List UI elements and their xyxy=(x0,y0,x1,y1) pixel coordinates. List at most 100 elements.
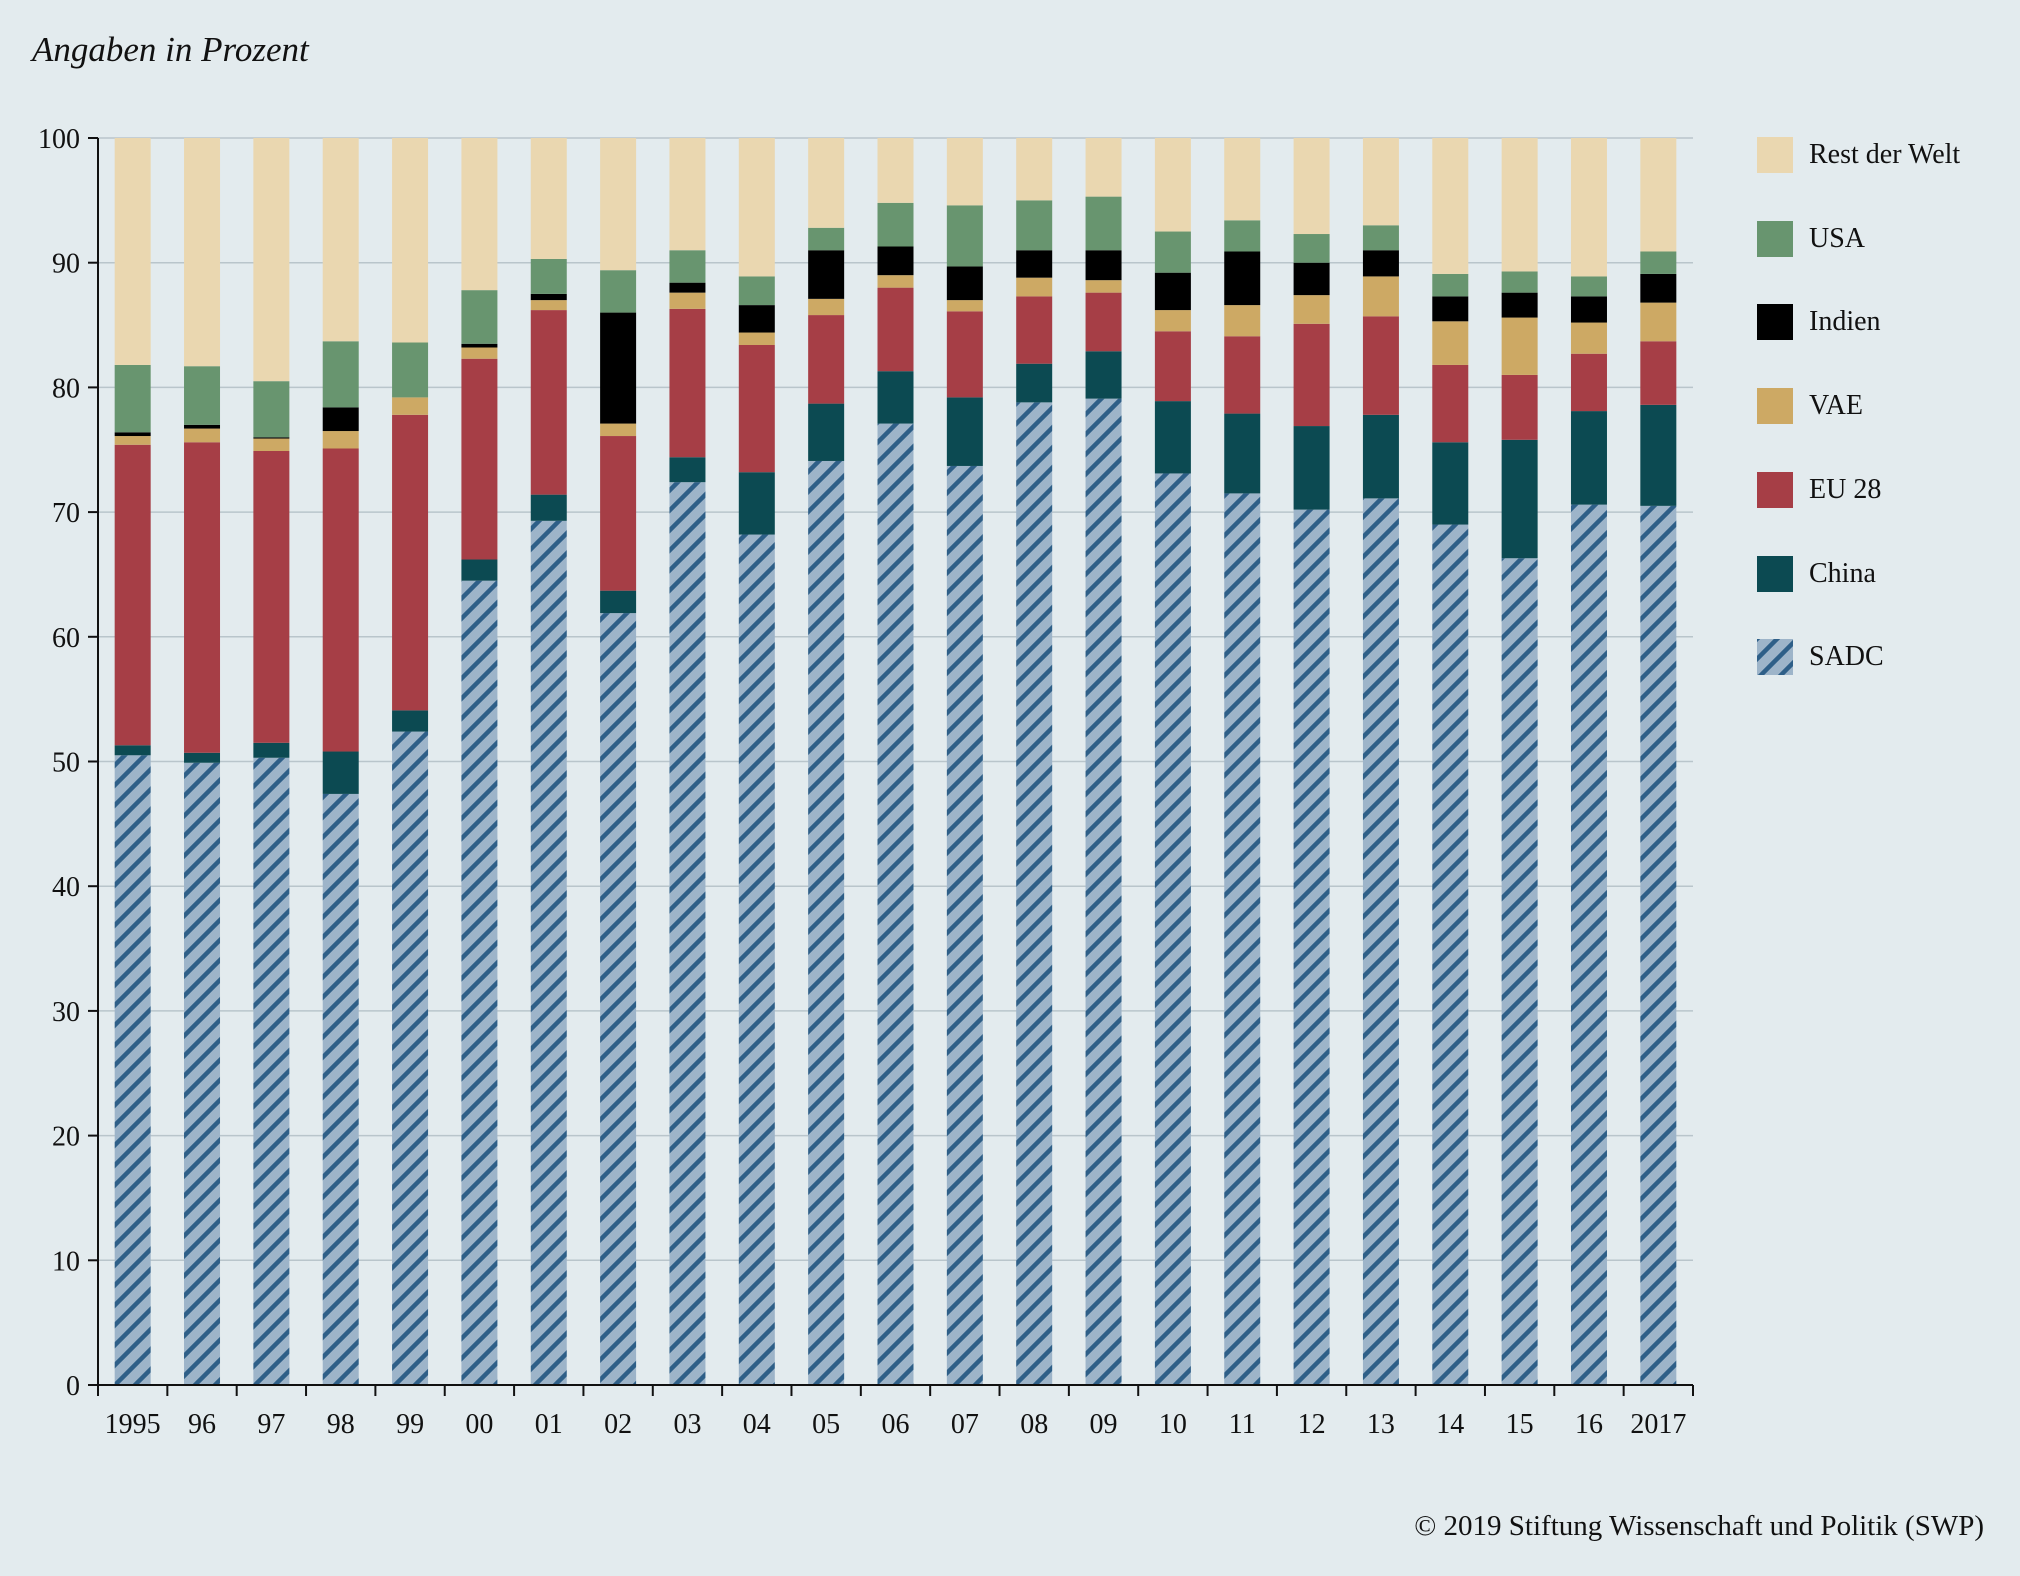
bar-segment-rest-der-welt xyxy=(1640,138,1677,252)
bar-segment-eu-28 xyxy=(1640,341,1677,405)
bar-segment-sadc xyxy=(1640,505,1677,1385)
bar-segment-china xyxy=(114,745,151,756)
bar-segment-rest-der-welt xyxy=(461,138,498,291)
bar-segment-sadc xyxy=(1293,509,1330,1386)
bar-segment-china xyxy=(1432,442,1469,525)
bar-segment-vae xyxy=(600,423,637,437)
bar-segment-vae xyxy=(877,275,914,288)
x-tick-label: 00 xyxy=(465,1409,493,1440)
bar-segment-eu-28 xyxy=(461,358,498,560)
bar-segment-rest-der-welt xyxy=(1085,138,1122,197)
y-tick-label: 70 xyxy=(52,498,80,529)
bar-segment-usa xyxy=(738,276,775,306)
bar-segment-indien xyxy=(738,305,775,333)
bar-segment-vae xyxy=(738,332,775,346)
bar-segment-eu-28 xyxy=(1501,374,1538,440)
bar-segment-sadc xyxy=(1085,398,1122,1385)
bar-segment-china xyxy=(253,742,290,758)
bar-segment-sadc xyxy=(738,534,775,1385)
bar-segment-rest-der-welt xyxy=(1501,138,1538,272)
bar-segment-vae xyxy=(114,436,151,445)
bar-segment-eu-28 xyxy=(600,436,637,591)
bar-segment-rest-der-welt xyxy=(184,138,221,367)
bar-segment-china xyxy=(808,403,845,461)
bar-segment-usa xyxy=(392,342,429,398)
bar-segment-vae xyxy=(1570,322,1607,354)
bar-segment-indien xyxy=(461,343,498,348)
bar-segment-eu-28 xyxy=(322,448,359,752)
bar-segment-rest-der-welt xyxy=(738,138,775,277)
bar-segment-indien xyxy=(1224,251,1261,306)
hatched-swatch xyxy=(1757,639,1793,676)
bar-segment-rest-der-welt xyxy=(1154,138,1191,232)
bar-segment-indien xyxy=(114,432,151,437)
bar-segment-usa xyxy=(1362,225,1399,251)
bar-segment-sadc xyxy=(1432,524,1469,1385)
bar-segment-vae xyxy=(461,347,498,359)
bar-segment-usa xyxy=(530,258,567,294)
copyright-note: © 2019 Stiftung Wissenschaft und Politik… xyxy=(1414,1510,1984,1542)
bar-segment-usa xyxy=(669,250,706,283)
bar-segment-rest-der-welt xyxy=(1293,138,1330,235)
bar-segment-usa xyxy=(1432,273,1469,297)
x-tick-label: 04 xyxy=(743,1409,771,1440)
bar-segment-sadc xyxy=(808,460,845,1385)
legend-label: USA xyxy=(1809,222,1866,254)
bar-segment-china xyxy=(600,590,637,614)
solid-swatch xyxy=(1757,555,1793,592)
y-tick-label: 80 xyxy=(52,373,80,404)
bar-segment-vae xyxy=(392,397,429,415)
bar-segment-sadc xyxy=(600,613,637,1385)
bar-segment-sadc xyxy=(1016,402,1053,1385)
bar-segment-eu-28 xyxy=(253,450,290,743)
x-tick-label: 09 xyxy=(1090,1409,1118,1440)
bar-segment-indien xyxy=(1432,296,1469,322)
bar-segment-usa xyxy=(461,290,498,344)
bar-segment-rest-der-welt xyxy=(114,138,151,365)
bar-segment-china xyxy=(1224,413,1261,494)
legend-item-china: China xyxy=(1757,554,2007,594)
bar-segment-sadc xyxy=(184,762,221,1385)
bar-segment-vae xyxy=(808,298,845,316)
x-tick-label: 10 xyxy=(1159,1409,1187,1440)
bar-segment-sadc xyxy=(946,465,983,1385)
legend-item-sadc: SADC xyxy=(1757,637,2007,677)
x-tick-label: 02 xyxy=(604,1409,632,1440)
bar-segment-indien xyxy=(184,424,221,429)
y-tick-label: 20 xyxy=(52,1122,80,1153)
bar-segment-sadc xyxy=(1362,498,1399,1385)
y-tick-label: 90 xyxy=(52,249,80,280)
bar-segment-usa xyxy=(1293,234,1330,263)
bar-segment-vae xyxy=(1085,280,1122,293)
bar-segment-indien xyxy=(1085,250,1122,281)
x-tick-label: 16 xyxy=(1575,1409,1603,1440)
y-tick-label: 60 xyxy=(52,623,80,654)
bar-segment-indien xyxy=(1362,250,1399,277)
x-tick-label: 99 xyxy=(396,1409,424,1440)
bar-segment-sadc xyxy=(392,731,429,1385)
legend-label: EU 28 xyxy=(1809,473,1882,505)
bar-segment-china xyxy=(1362,414,1399,499)
bar-segment-usa xyxy=(114,364,151,433)
legend-item-usa: USA xyxy=(1757,219,2007,259)
legend-label: SADC xyxy=(1809,641,1884,673)
x-tick-label: 98 xyxy=(327,1409,355,1440)
bar-segment-eu-28 xyxy=(114,444,151,746)
bar-segment-indien xyxy=(600,312,637,424)
x-tick-label: 1995 xyxy=(105,1409,161,1440)
bar-segment-sadc xyxy=(1570,504,1607,1385)
legend-label: China xyxy=(1809,557,1876,589)
bar-segment-sadc xyxy=(253,757,290,1385)
bar-segment-rest-der-welt xyxy=(808,138,845,228)
bar-segment-usa xyxy=(253,381,290,438)
bar-segment-eu-28 xyxy=(877,287,914,372)
bar-segment-china xyxy=(946,397,983,466)
bar-segment-indien xyxy=(253,437,290,439)
bar-segment-rest-der-welt xyxy=(1432,138,1469,274)
bars xyxy=(114,138,1677,1386)
bar-segment-china xyxy=(184,752,221,763)
bar-segment-china xyxy=(1016,363,1053,403)
bar-segment-indien xyxy=(1640,273,1677,303)
y-tick-label: 100 xyxy=(38,124,80,155)
bar-segment-rest-der-welt xyxy=(877,138,914,203)
